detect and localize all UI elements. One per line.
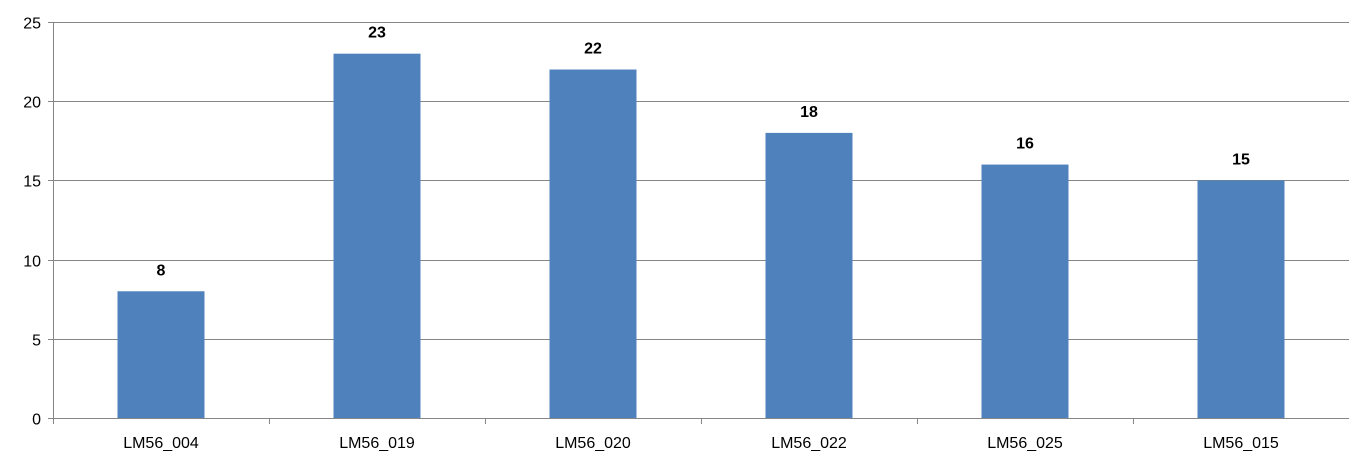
data-label-LM56_015: 15 xyxy=(1232,151,1250,168)
bar-LM56_004 xyxy=(117,291,205,418)
axes xyxy=(48,22,1349,424)
y-tick-label: 0 xyxy=(32,412,41,429)
data-label-LM56_004: 8 xyxy=(157,262,166,279)
y-tick-label: 20 xyxy=(23,95,41,112)
labels: 0 5 10 15 20 25 8 LM56_004 23 LM56_019 22 LM56_020 1… xyxy=(23,16,1279,453)
x-tick-label: LM56_025 xyxy=(987,435,1063,452)
x-tick-label: LM56_020 xyxy=(555,435,631,452)
bar-LM56_025 xyxy=(981,164,1069,418)
x-tick-label: LM56_004 xyxy=(123,435,199,452)
data-label-LM56_019: 23 xyxy=(368,25,386,42)
y-tick-label: 15 xyxy=(23,174,41,191)
bars xyxy=(117,53,1285,419)
data-label-LM56_020: 22 xyxy=(584,41,602,58)
bar-LM56_022 xyxy=(765,132,853,418)
bar-LM56_020 xyxy=(549,69,637,419)
gridlines xyxy=(53,22,1349,340)
x-tick-label: LM56_015 xyxy=(1203,435,1279,452)
data-label-LM56_025: 16 xyxy=(1016,136,1034,153)
x-tick-label: LM56_022 xyxy=(771,435,847,452)
bar-LM56_015 xyxy=(1197,180,1285,418)
y-tick-label: 25 xyxy=(23,16,41,33)
bar-LM56_019 xyxy=(333,53,421,419)
y-tick-label: 10 xyxy=(23,254,41,271)
x-tick-label: LM56_019 xyxy=(339,435,415,452)
y-tick-label: 5 xyxy=(32,333,41,350)
data-label-LM56_022: 18 xyxy=(800,104,818,121)
